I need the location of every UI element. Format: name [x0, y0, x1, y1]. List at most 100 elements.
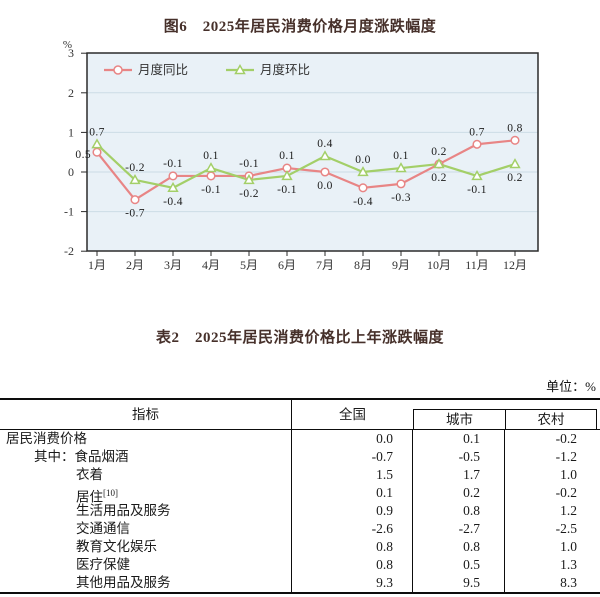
svg-text:-1: -1: [64, 205, 74, 219]
cell-indicator: 其他用品及服务: [0, 574, 292, 592]
cell-national: 0.0: [292, 430, 413, 448]
cell-rural: 1.2: [560, 503, 577, 518]
svg-text:-0.7: -0.7: [125, 208, 145, 220]
header-rural: 农村: [537, 412, 565, 427]
cell-indicator: 交通通信: [0, 520, 292, 538]
svg-text:-0.1: -0.1: [239, 158, 259, 170]
header-bottom-rule: [0, 429, 600, 430]
cell-national: 1.5: [292, 466, 413, 484]
footnote-ref: [10]: [103, 488, 118, 498]
svg-text:3: 3: [68, 46, 74, 60]
svg-text:0.4: 0.4: [317, 138, 333, 150]
svg-text:-0.1: -0.1: [277, 184, 297, 196]
svg-text:6月: 6月: [278, 258, 296, 272]
cell-rural: -1.2: [555, 449, 577, 464]
header-city: 城市: [414, 410, 506, 429]
cell-national: 9.3: [292, 574, 413, 592]
svg-text:-0.1: -0.1: [467, 184, 487, 196]
table-row: 医疗保健 0.8 0.5 1.3: [0, 556, 600, 574]
svg-text:0.2: 0.2: [431, 172, 447, 184]
svg-text:7月: 7月: [316, 258, 334, 272]
table-row: 交通通信 -2.6 -2.7 -2.5: [0, 520, 600, 538]
table-top-rule: [0, 398, 600, 400]
cpi-category-table: 指标 全国 城市 农村 居民消费价格 0.0 0.1 -0.2 其中：食品烟酒 -0.7-…: [0, 398, 600, 594]
table-row: 衣着 1.5 1.7 1.0: [0, 466, 600, 484]
cell-national: 0.9: [292, 502, 413, 520]
svg-text:10月: 10月: [427, 258, 451, 272]
cell-national: 0.8: [292, 538, 413, 556]
svg-text:-0.1: -0.1: [163, 158, 183, 170]
cell-city: -2.7: [413, 520, 505, 538]
svg-text:0.2: 0.2: [507, 172, 523, 184]
svg-text:%: %: [63, 39, 72, 51]
unit-note: 单位：%: [546, 379, 596, 394]
header-indicator: 指标: [0, 400, 292, 429]
svg-text:0.0: 0.0: [317, 180, 333, 192]
cell-city: 0.5: [413, 556, 505, 574]
header-subgroup-box: 城市 农村: [413, 409, 597, 429]
header-national: 全国: [339, 407, 366, 422]
cell-rural: 1.3: [560, 557, 577, 572]
svg-text:-0.1: -0.1: [201, 184, 221, 196]
cell-city: 0.2: [413, 484, 505, 502]
svg-text:-0.3: -0.3: [391, 192, 411, 204]
cell-city: 0.8: [413, 502, 505, 520]
cell-rural: -0.2: [555, 485, 577, 500]
cell-indicator: 居民消费价格: [0, 430, 292, 448]
svg-text:12月: 12月: [503, 258, 527, 272]
cell-national: 0.1: [292, 484, 413, 502]
cell-indicator: 医疗保健: [0, 556, 292, 574]
svg-text:0.1: 0.1: [279, 150, 295, 162]
table-title: 表2 2025年居民消费价格比上年涨跌幅度: [155, 330, 444, 346]
table-row: 其他用品及服务 9.3 9.5 8.3: [0, 574, 600, 592]
cell-city: 0.8: [413, 538, 505, 556]
cell-indicator: 衣着: [0, 466, 292, 484]
svg-text:4月: 4月: [202, 258, 220, 272]
table-body: 居民消费价格 0.0 0.1 -0.2 其中：食品烟酒 -0.7 -0.5 -1.2 衣着 1.5…: [0, 430, 600, 592]
cell-rural: 1.0: [560, 467, 577, 482]
svg-text:0.7: 0.7: [469, 126, 485, 138]
cell-city: 9.5: [413, 574, 505, 592]
svg-text:0.5: 0.5: [75, 149, 91, 161]
table-row: 居民消费价格 0.0 0.1 -0.2: [0, 430, 600, 448]
svg-text:0: 0: [68, 165, 74, 179]
cell-indicator: 居住[10]: [0, 484, 292, 505]
svg-text:1月: 1月: [88, 258, 106, 272]
svg-text:-0.4: -0.4: [353, 196, 373, 208]
table-row: 教育文化娱乐 0.8 0.8 1.0: [0, 538, 600, 556]
svg-text:9月: 9月: [392, 258, 410, 272]
cell-indicator: 教育文化娱乐: [0, 538, 292, 556]
cell-city: 1.7: [413, 466, 505, 484]
svg-text:-0.2: -0.2: [125, 162, 145, 174]
cell-indicator: 生活用品及服务: [0, 502, 292, 520]
cell-national: -0.7: [292, 448, 413, 466]
svg-text:11月: 11月: [465, 258, 489, 272]
svg-text:8月: 8月: [354, 258, 372, 272]
svg-text:月度环比: 月度环比: [260, 62, 310, 77]
svg-text:月度同比: 月度同比: [138, 62, 188, 77]
svg-text:3月: 3月: [164, 258, 182, 272]
svg-text:-0.2: -0.2: [239, 188, 259, 200]
cpi-monthly-line-chart: 3 2 1 0 -1 -2% 1月 2月 3月 4月 5月 6月 7月 8月 9月 10月 11月 12月 月度同比…: [63, 39, 539, 272]
cell-city: -0.5: [413, 448, 505, 466]
svg-text:0.7: 0.7: [89, 126, 105, 138]
table-row: 居住[10] 0.1 0.2 -0.2: [0, 484, 600, 505]
svg-text:5月: 5月: [240, 258, 258, 272]
svg-text:2: 2: [68, 86, 74, 100]
table-row: 其中：食品烟酒 -0.7 -0.5 -1.2: [0, 448, 600, 466]
cell-rural: -0.2: [555, 431, 577, 446]
svg-text:1: 1: [68, 125, 74, 139]
svg-text:0.2: 0.2: [431, 146, 447, 158]
svg-text:-0.4: -0.4: [163, 196, 183, 208]
cell-indicator: 其中：食品烟酒: [0, 448, 292, 466]
svg-text:0.0: 0.0: [355, 154, 371, 166]
cell-rural: -2.5: [555, 521, 577, 536]
figure-title: 图6 2025年居民消费价格月度涨跌幅度: [163, 19, 437, 35]
svg-text:-2: -2: [64, 244, 74, 258]
table-bottom-rule: [0, 592, 600, 594]
svg-text:0.1: 0.1: [393, 150, 409, 162]
cell-city: 0.1: [413, 430, 505, 448]
cell-national: -2.6: [292, 520, 413, 538]
cell-national: 0.8: [292, 556, 413, 574]
